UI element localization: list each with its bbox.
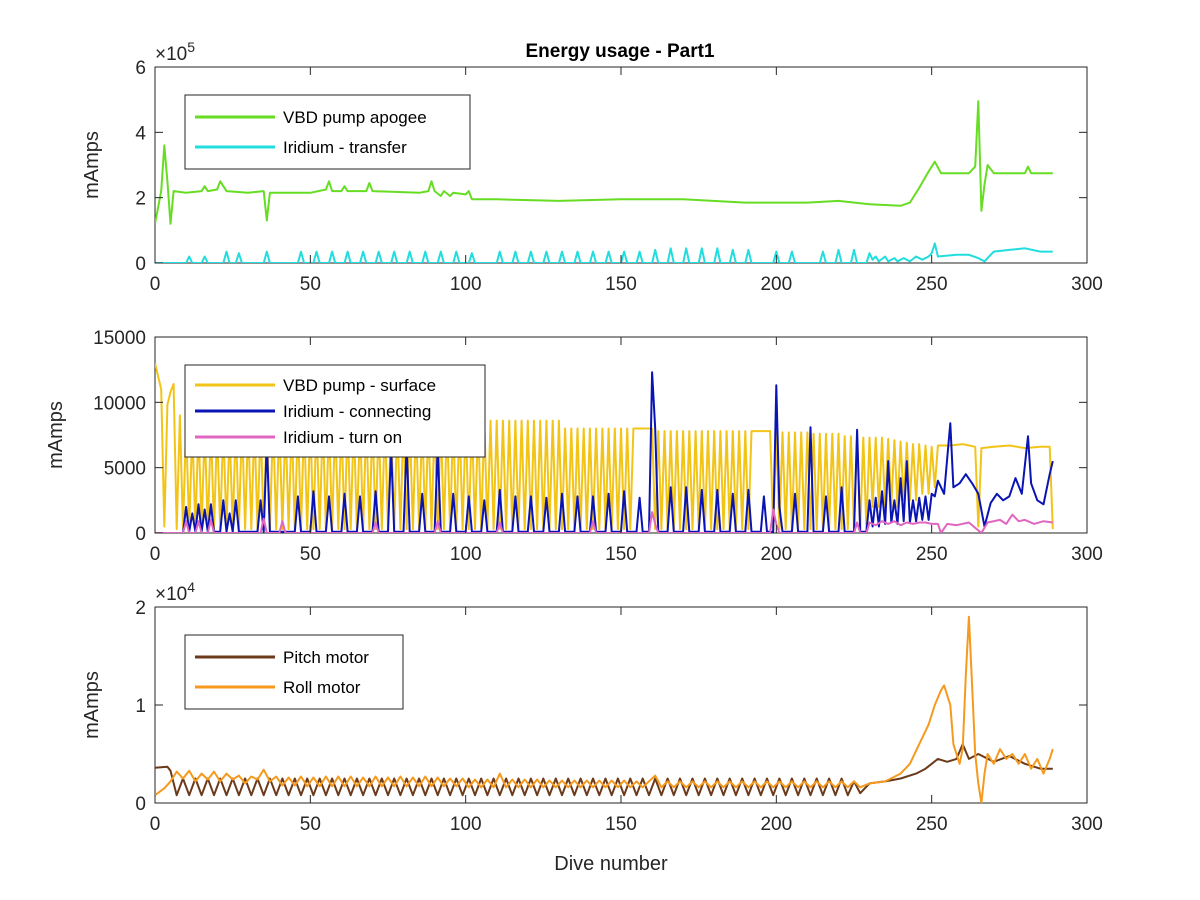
y-tick-label: 2: [135, 598, 146, 619]
x-tick-label: 200: [760, 814, 792, 835]
y-axis-label: mAmps: [81, 131, 103, 199]
x-tick-label: 300: [1071, 814, 1103, 835]
x-tick-label: 250: [916, 814, 948, 835]
x-tick-label: 150: [605, 544, 637, 565]
x-tick-label: 0: [150, 544, 161, 565]
y-axis-label: mAmps: [81, 671, 103, 739]
x-tick-label: 100: [450, 544, 482, 565]
x-tick-label: 50: [300, 814, 321, 835]
legend-entry: VBD pump apogee: [283, 108, 427, 127]
panel-vbd-surface-iridium: 0 50 100 150 200 250 300 0 5000 10000 15000 mAmps VB…: [45, 328, 1103, 565]
y-tick-label: 0: [135, 254, 146, 275]
figure-title: Energy usage - Part1: [525, 41, 714, 62]
x-tick-label: 300: [1071, 544, 1103, 565]
x-tick-label: 0: [150, 274, 161, 295]
y-axis-label: mAmps: [45, 401, 67, 469]
series-line-0: [155, 362, 1054, 531]
series-line-2: [155, 508, 1053, 533]
x-tick-label: 200: [760, 544, 792, 565]
x-tick-label: 200: [760, 274, 792, 295]
legend-box: [184, 634, 404, 710]
y-axis-multiplier: ×105: [155, 39, 195, 65]
panel-vbd-apogee-iridium-transfer: 0 50 100 150 200 250 300 0 2 4 6 ×105 mAmps VBD pump …: [81, 39, 1103, 295]
series-line-1: [155, 371, 1054, 533]
y-tick-label: 5000: [104, 459, 146, 480]
x-tick-label: 100: [450, 814, 482, 835]
y-tick-label: 2: [135, 189, 146, 210]
legend: Pitch motor Roll motor: [184, 634, 404, 710]
y-axis-multiplier: ×104: [155, 579, 195, 605]
panel-pitch-roll-motors: 0 50 100 150 200 250 300 0 1 2 ×104 mAmps Dive numbe…: [81, 579, 1103, 875]
series-line-1: [155, 242, 1053, 263]
legend: VBD pump apogee Iridium - transfer: [184, 94, 471, 170]
x-tick-label: 150: [605, 814, 637, 835]
legend-entry: VBD pump - surface: [283, 376, 436, 395]
x-tick-label: 0: [150, 814, 161, 835]
x-axis-label: Dive number: [554, 853, 668, 875]
legend-entry: Iridium - connecting: [283, 402, 431, 421]
y-tick-label: 0: [135, 794, 146, 815]
y-tick-label: 1: [135, 696, 146, 717]
y-tick-label: 15000: [93, 328, 146, 349]
x-tick-label: 150: [605, 274, 637, 295]
legend-entry: Iridium - turn on: [283, 428, 402, 447]
legend-entry: Iridium - transfer: [283, 138, 407, 157]
y-tick-label: 6: [135, 58, 146, 79]
y-tick-label: 0: [135, 524, 146, 545]
y-tick-label: 10000: [93, 393, 146, 414]
legend-entry: Roll motor: [283, 678, 361, 697]
legend-entry: Pitch motor: [283, 648, 369, 667]
series-line-0: [155, 100, 1053, 225]
y-tick-label: 4: [135, 123, 146, 144]
legend-box: [184, 94, 471, 170]
x-tick-label: 250: [916, 274, 948, 295]
x-tick-label: 50: [300, 274, 321, 295]
x-tick-label: 300: [1071, 274, 1103, 295]
x-tick-label: 100: [450, 274, 482, 295]
legend: VBD pump - surface Iridium - connecting Ir…: [184, 364, 486, 458]
x-tick-label: 50: [300, 544, 321, 565]
series-line-1: [155, 615, 1054, 803]
x-tick-label: 250: [916, 544, 948, 565]
